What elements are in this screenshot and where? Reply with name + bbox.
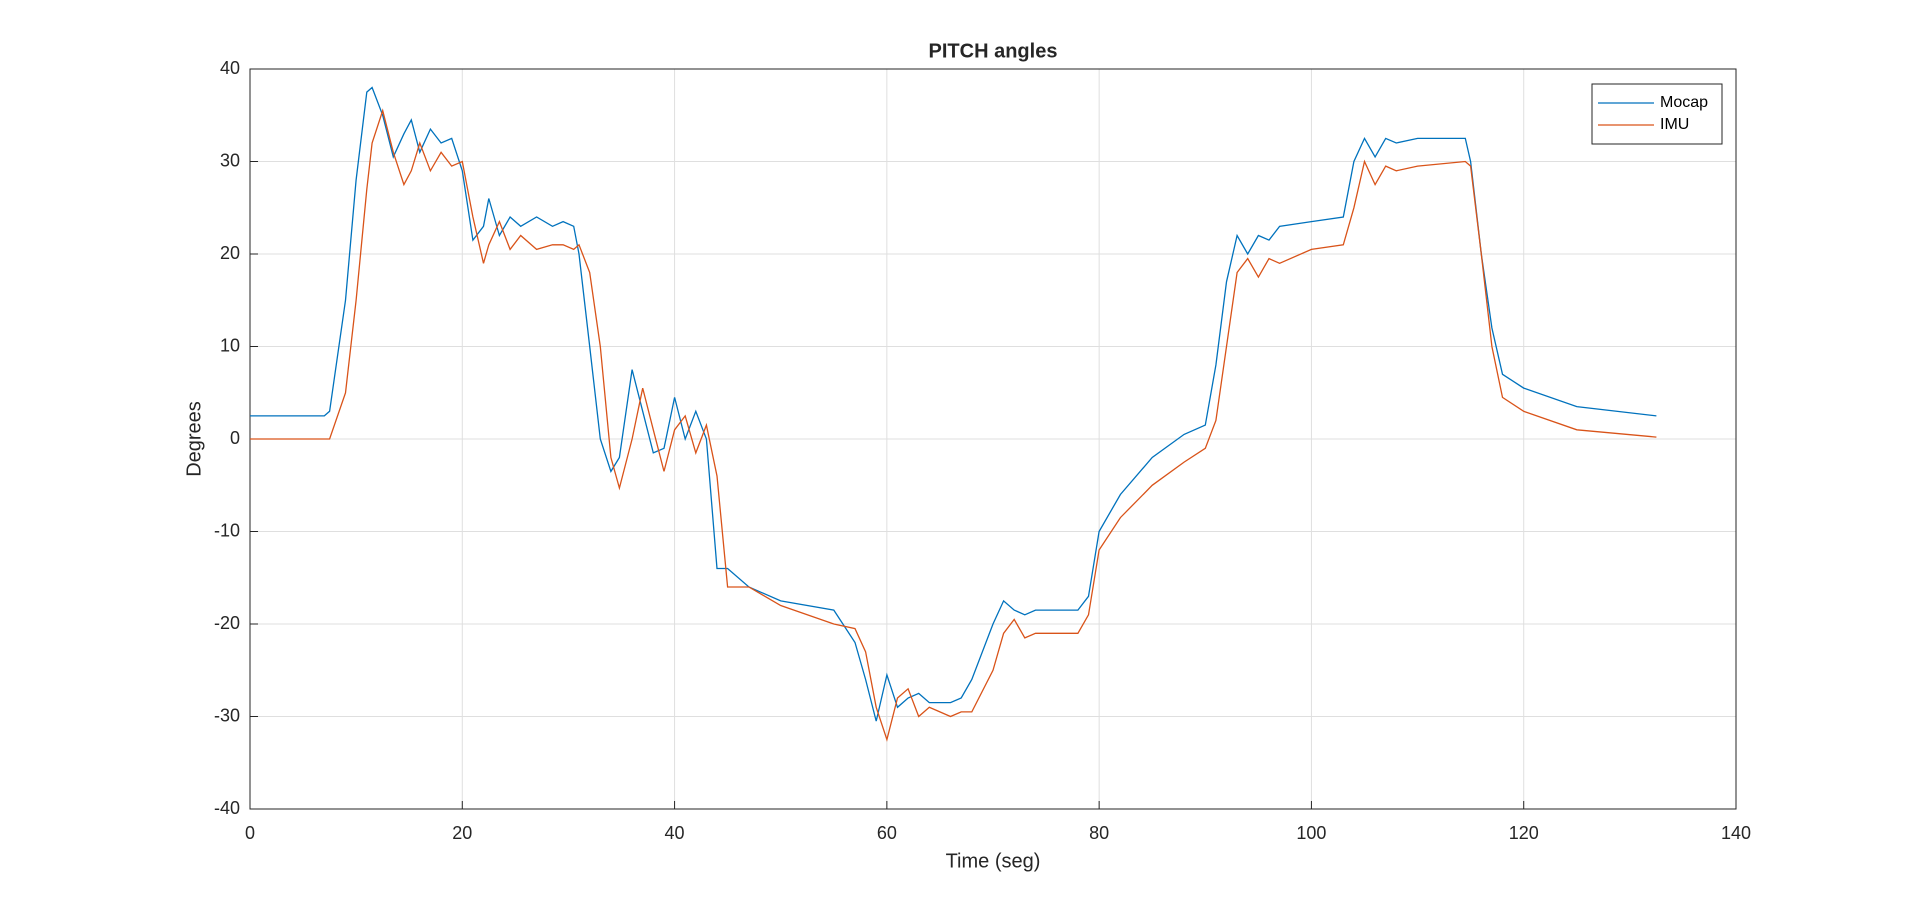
y-tick-label: -20 xyxy=(214,613,240,633)
y-tick-label: 20 xyxy=(220,243,240,263)
x-tick-label: 60 xyxy=(877,823,897,843)
y-tick-label: 30 xyxy=(220,150,240,170)
x-axis-label: Time (seg) xyxy=(946,850,1041,872)
x-tick-label: 100 xyxy=(1296,823,1326,843)
x-tick-label: 40 xyxy=(665,823,685,843)
legend: Mocap IMU xyxy=(1591,83,1723,145)
y-axis-label: Degrees xyxy=(183,401,205,477)
y-tick-label: -10 xyxy=(214,520,240,540)
chart-title: PITCH angles xyxy=(929,40,1058,62)
y-tick-label: 40 xyxy=(220,58,240,78)
series-line xyxy=(250,108,1657,742)
series-line xyxy=(250,86,1657,722)
y-tick-label: 10 xyxy=(220,335,240,355)
legend-label: IMU xyxy=(1660,116,1689,133)
x-tick-label: 140 xyxy=(1721,823,1751,843)
x-tick-label: 20 xyxy=(452,823,472,843)
y-tick-label: -40 xyxy=(214,798,240,818)
y-tick-label: 0 xyxy=(230,428,240,448)
x-tick-label: 0 xyxy=(245,823,255,843)
x-tick-label: 120 xyxy=(1509,823,1539,843)
x-tick-label: 80 xyxy=(1089,823,1109,843)
legend-box xyxy=(1591,83,1723,145)
legend-label: Mocap xyxy=(1660,94,1708,111)
y-tick-label: -30 xyxy=(214,705,240,725)
